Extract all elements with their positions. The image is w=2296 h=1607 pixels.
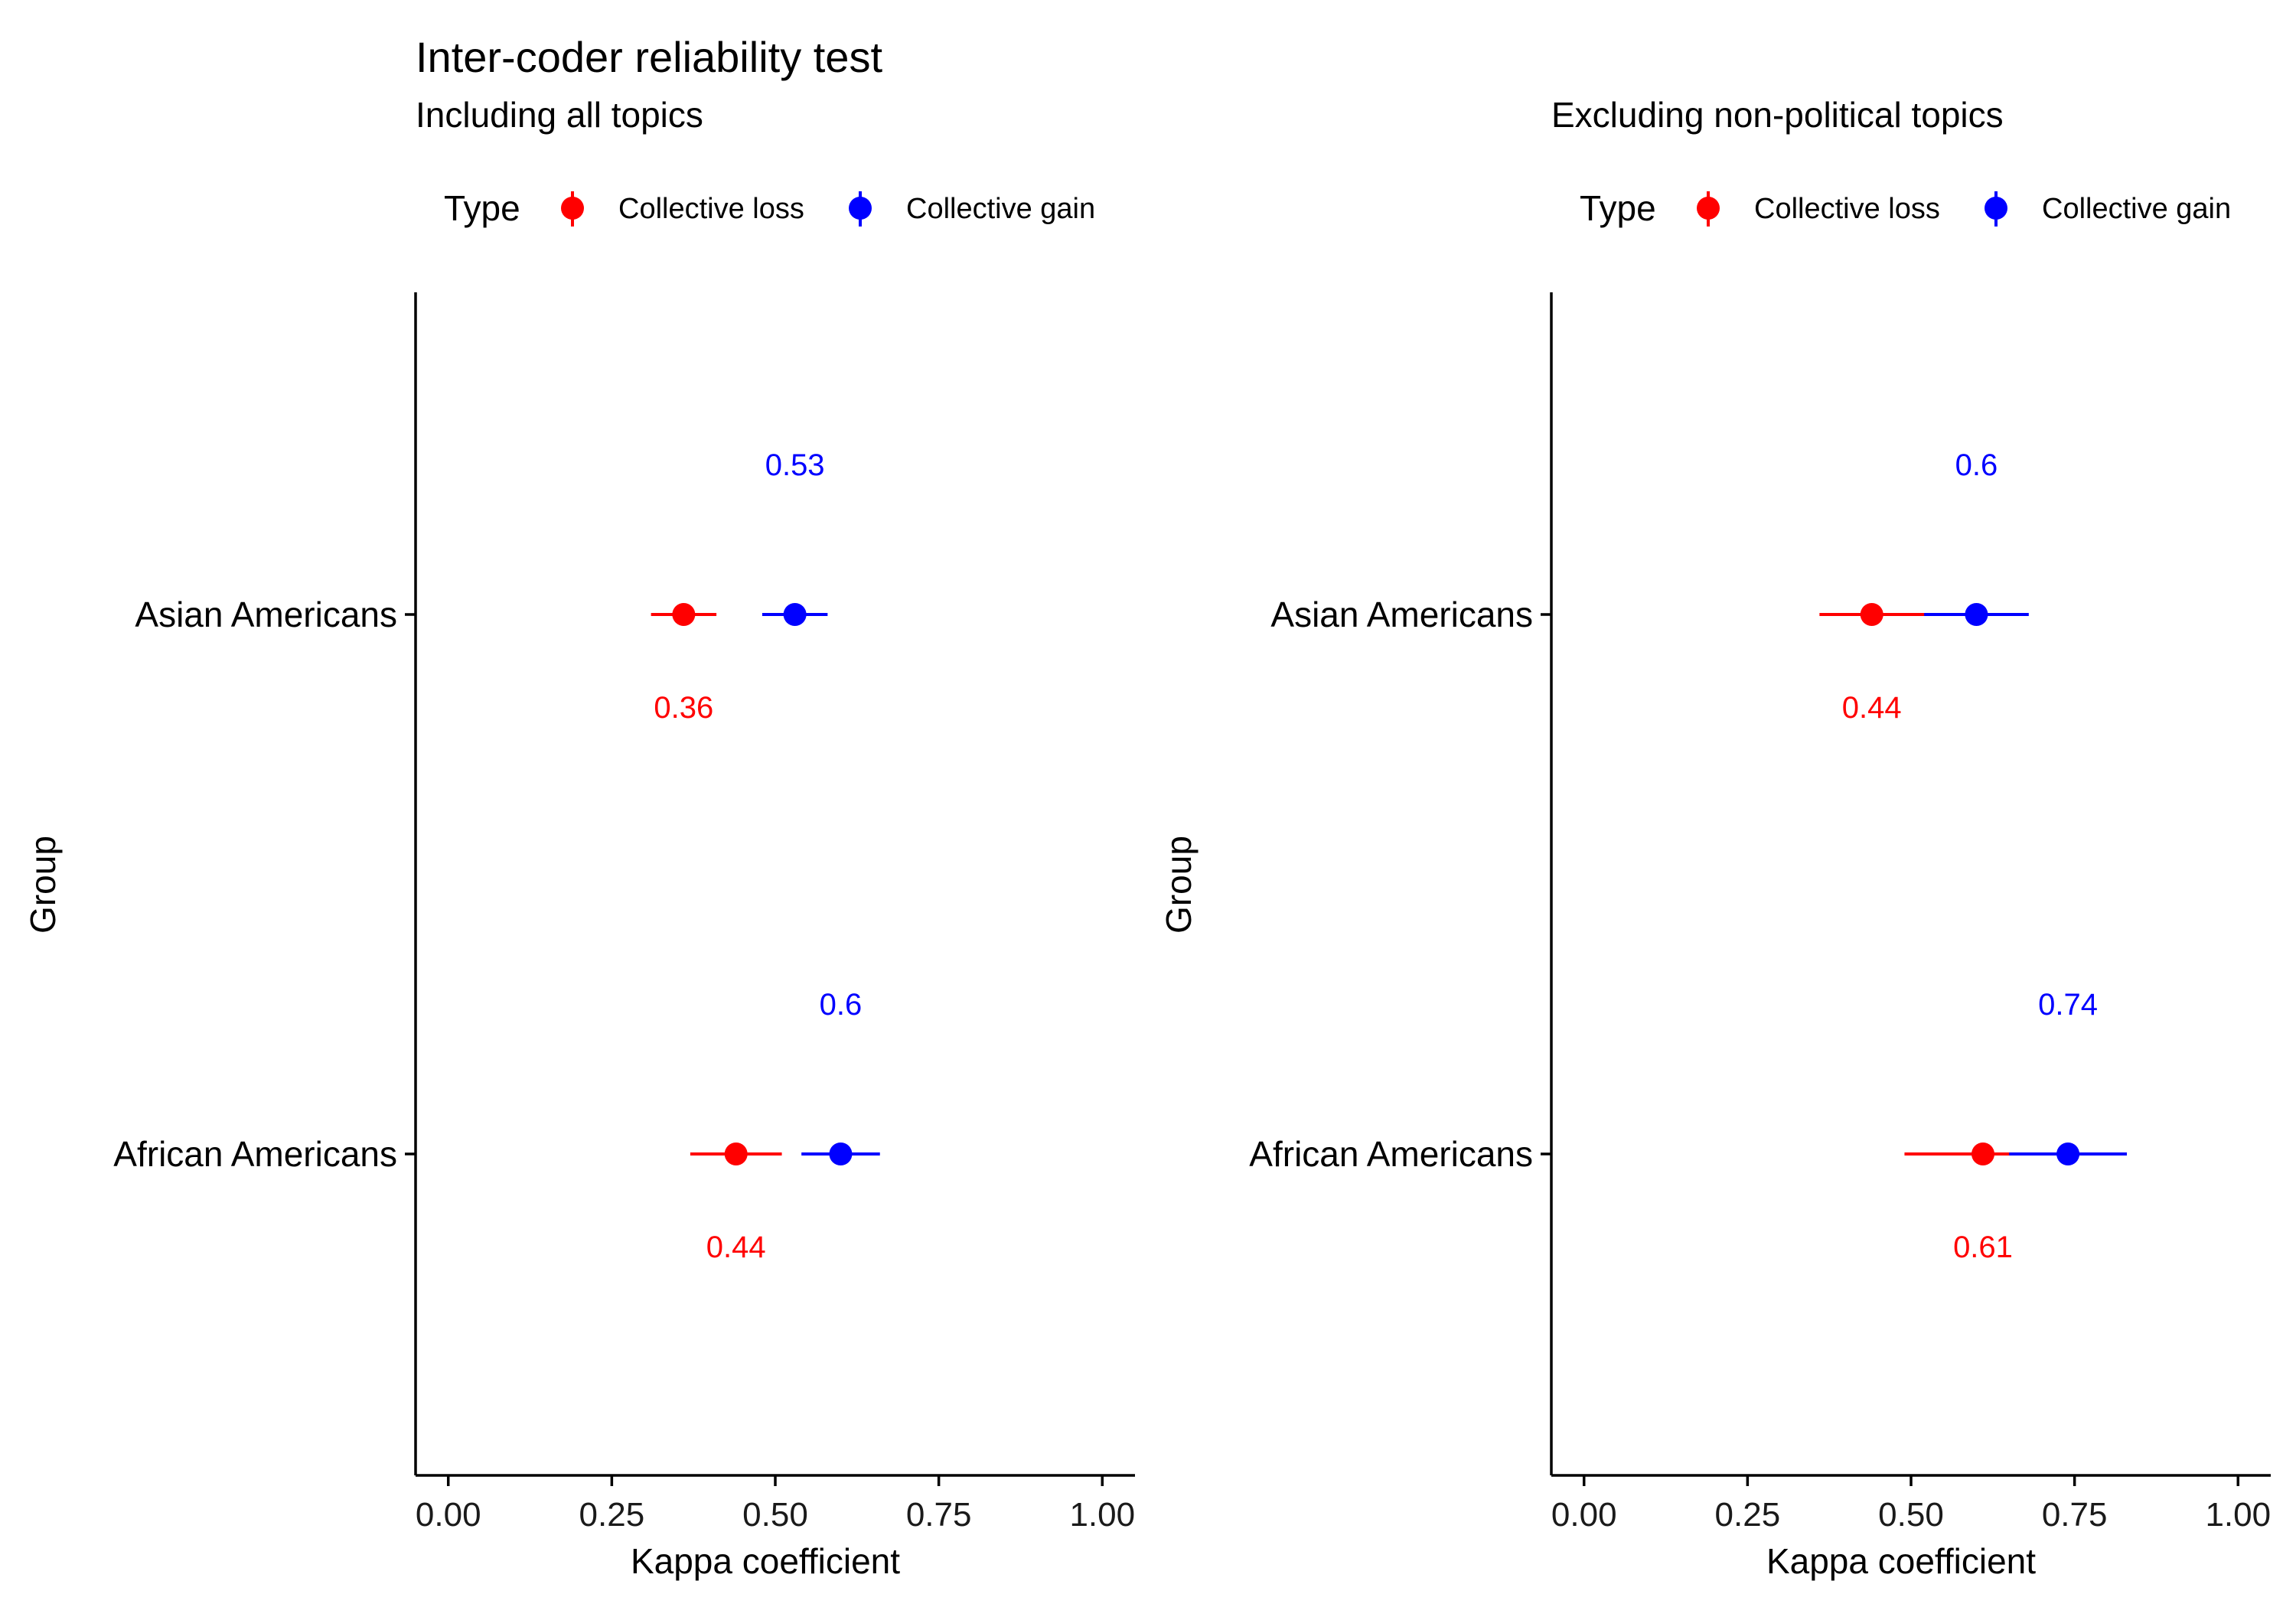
legend-label: Collective loss [1754, 193, 1940, 225]
y-tick-label: Asian Americans [1270, 595, 1533, 634]
legend-key-point [849, 197, 872, 220]
legend-key-point [1985, 197, 2007, 220]
y-tick-label: African Americans [1249, 1134, 1533, 1174]
data-label: 0.44 [1842, 691, 1902, 725]
data-label: 0.36 [654, 691, 713, 725]
data-label: 0.6 [1955, 448, 1998, 482]
x-tick-label: 0.75 [2042, 1496, 2108, 1534]
legend: Type Collective loss Collective gain [444, 188, 1095, 228]
x-axis-title: Kappa coefficient [1766, 1541, 2036, 1581]
x-tick-label: 1.00 [2205, 1496, 2271, 1534]
y-tick-label: African Americans [113, 1134, 397, 1174]
data-point [672, 603, 696, 626]
data-label: 0.53 [765, 448, 825, 482]
x-tick-label: 1.00 [1069, 1496, 1135, 1534]
x-axis-title: Kappa coefficient [631, 1541, 900, 1581]
x-tick-label: 0.50 [1878, 1496, 1944, 1534]
data-point [2056, 1143, 2080, 1165]
x-tick-label: 0.25 [579, 1496, 645, 1534]
figure-title: Inter-coder reliability test [416, 33, 882, 81]
data-label: 0.74 [2038, 988, 2098, 1022]
legend-title: Type [444, 188, 520, 228]
data-point [1860, 603, 1883, 626]
legend-key-point [1697, 197, 1720, 220]
data-label: 0.44 [706, 1231, 766, 1264]
legend-key-point [561, 197, 584, 220]
data-label: 0.6 [820, 988, 863, 1022]
chart-subtitle: Including all topics [416, 95, 703, 135]
legend-key [1985, 191, 2007, 227]
legend-key [1697, 191, 1720, 227]
y-tick-label: Asian Americans [135, 595, 397, 634]
data-point [783, 603, 807, 626]
data-label: 0.61 [1953, 1231, 2013, 1264]
legend-title: Type [1580, 188, 1656, 228]
panels: Including all topics Type Collective loss C… [23, 95, 2271, 1581]
y-axis-title: Group [1159, 836, 1199, 934]
legend: Type Collective loss Collective gain [1580, 188, 2231, 228]
data-point [724, 1143, 748, 1165]
x-tick-label: 0.75 [906, 1496, 972, 1534]
data-point [1965, 603, 1988, 626]
data-point [829, 1143, 853, 1165]
chart-subtitle: Excluding non-political topics [1551, 95, 2004, 135]
legend-key [849, 191, 872, 227]
y-axis-title: Group [23, 836, 63, 934]
legend-label: Collective gain [906, 193, 1095, 225]
data-point [1971, 1143, 1994, 1165]
chart-panel: Including all topics Type Collective loss C… [23, 95, 1135, 1581]
x-tick-label: 0.50 [742, 1496, 808, 1534]
chart-panel: Excluding non-political topics Type Collec… [1159, 95, 2271, 1581]
x-tick-label: 0.00 [1551, 1496, 1617, 1534]
x-tick-label: 0.25 [1715, 1496, 1781, 1534]
legend-key [561, 191, 584, 227]
legend-label: Collective gain [2042, 193, 2231, 225]
legend-label: Collective loss [618, 193, 804, 225]
x-tick-label: 0.00 [416, 1496, 481, 1534]
